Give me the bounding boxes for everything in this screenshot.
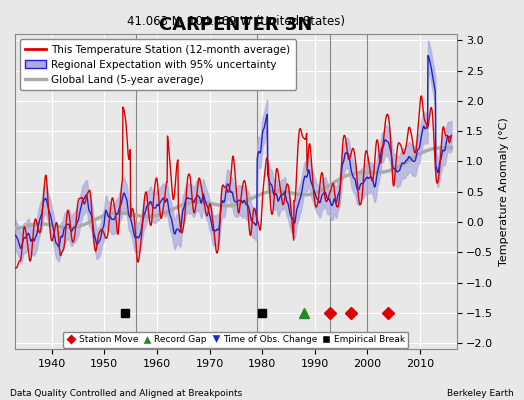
Title: CARPENTER 3N: CARPENTER 3N	[159, 16, 312, 34]
Y-axis label: Temperature Anomaly (°C): Temperature Anomaly (°C)	[499, 117, 509, 266]
Text: Data Quality Controlled and Aligned at Breakpoints: Data Quality Controlled and Aligned at B…	[10, 389, 243, 398]
Text: 41.063 N, 104.369 W (United States): 41.063 N, 104.369 W (United States)	[127, 15, 345, 28]
Legend: Station Move, Record Gap, Time of Obs. Change, Empirical Break: Station Move, Record Gap, Time of Obs. C…	[63, 332, 408, 348]
Text: Berkeley Earth: Berkeley Earth	[447, 389, 514, 398]
